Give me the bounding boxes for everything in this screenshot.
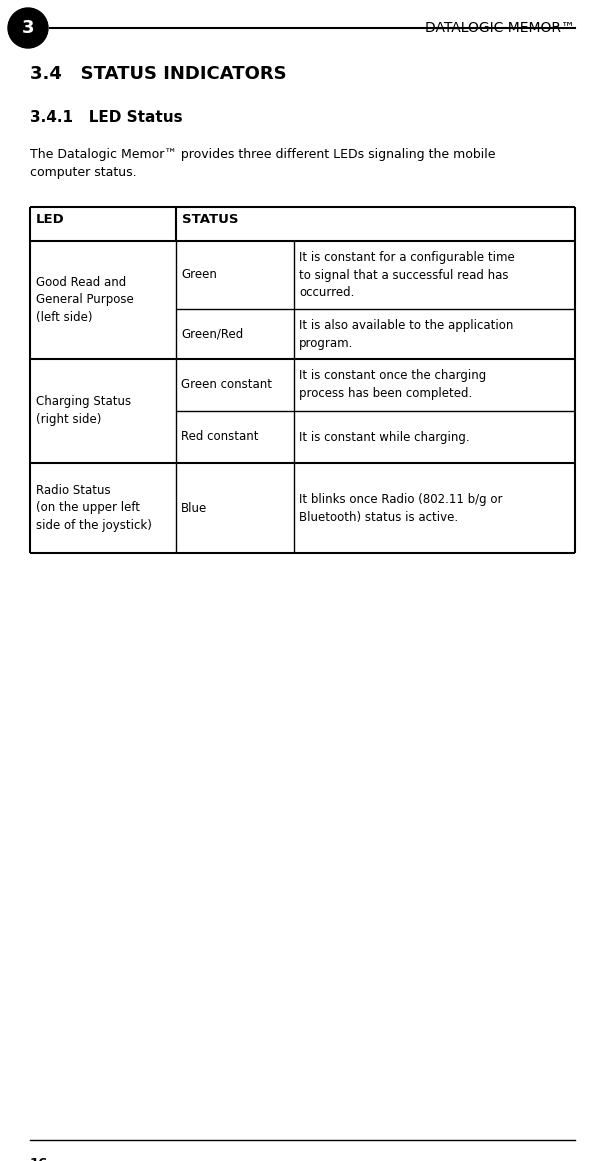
Text: Charging Status
(right side): Charging Status (right side)	[36, 396, 131, 426]
Text: Green constant: Green constant	[181, 378, 272, 391]
Text: The Datalogic Memor™ provides three different LEDs signaling the mobile
computer: The Datalogic Memor™ provides three diff…	[30, 147, 496, 179]
Text: Red constant: Red constant	[181, 431, 258, 444]
Text: Green: Green	[181, 268, 217, 281]
Text: It blinks once Radio (802.11 b/g or
Bluetooth) status is active.: It blinks once Radio (802.11 b/g or Blue…	[299, 492, 503, 524]
Text: DATALOGIC MEMOR™: DATALOGIC MEMOR™	[425, 21, 575, 35]
Text: Good Read and
General Purpose
(left side): Good Read and General Purpose (left side…	[36, 275, 134, 325]
Text: It is also available to the application
program.: It is also available to the application …	[299, 318, 513, 349]
Text: Radio Status
(on the upper left
side of the joystick): Radio Status (on the upper left side of …	[36, 483, 152, 533]
Text: 3.4   STATUS INDICATORS: 3.4 STATUS INDICATORS	[30, 65, 287, 82]
Text: 3: 3	[22, 19, 35, 37]
Text: It is constant once the charging
process has been completed.: It is constant once the charging process…	[299, 369, 486, 401]
Text: LED: LED	[36, 212, 65, 226]
Text: It is constant while charging.: It is constant while charging.	[299, 431, 469, 444]
Text: It is constant for a configurable time
to signal that a successful read has
occu: It is constant for a configurable time t…	[299, 251, 515, 300]
Text: 16: 16	[30, 1158, 48, 1161]
Circle shape	[8, 8, 48, 48]
Text: Blue: Blue	[181, 502, 207, 514]
Text: Green/Red: Green/Red	[181, 327, 243, 340]
Text: 3.4.1   LED Status: 3.4.1 LED Status	[30, 110, 183, 125]
Text: STATUS: STATUS	[182, 212, 239, 226]
